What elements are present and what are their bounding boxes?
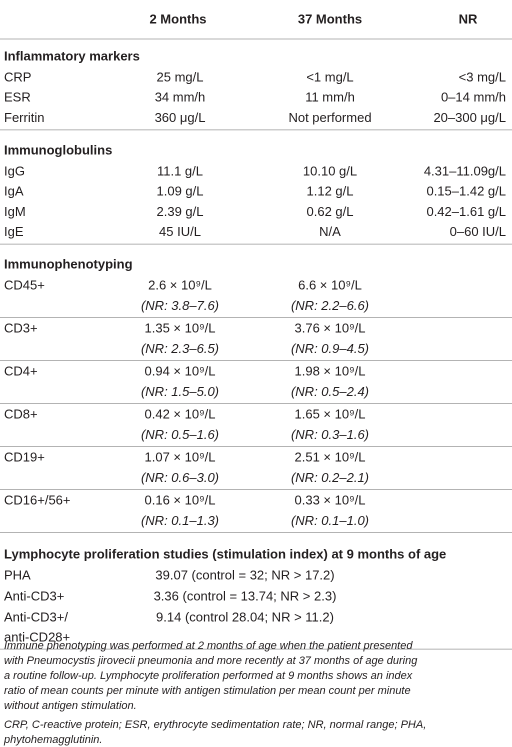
row-label: IgA bbox=[4, 184, 24, 199]
column-header: 37 Months bbox=[298, 11, 362, 26]
note-line: ratio of mean counts per minute with ant… bbox=[4, 685, 411, 697]
note-line: without antigen stimulation. bbox=[4, 700, 137, 712]
row-label: CD19+ bbox=[4, 450, 45, 465]
cell-value: Not performed bbox=[288, 110, 371, 125]
normal-range: (NR: 0.3–1.6) bbox=[291, 427, 369, 442]
section-title: Immunophenotyping bbox=[4, 257, 133, 272]
normal-range: (NR: 0.1–1.0) bbox=[291, 513, 369, 528]
row-label: CD45+ bbox=[4, 278, 45, 293]
abbreviation-line: CRP, C-reactive protein; ESR, erythrocyt… bbox=[4, 719, 426, 731]
note-line: a routine follow-up. Lymphocyte prolifer… bbox=[4, 670, 413, 682]
cell-value: 0.42 × 10⁹/L bbox=[145, 407, 216, 422]
row-label: CRP bbox=[4, 69, 31, 84]
section-title: Inflammatory markers bbox=[4, 48, 140, 63]
result: 9.14 (control 28.04; NR > 11.2) bbox=[156, 610, 334, 625]
row-label: Anti-CD3+/ bbox=[4, 610, 68, 625]
column-header: 2 Months bbox=[149, 11, 206, 26]
row-label: IgE bbox=[4, 224, 24, 239]
cell-value: 6.6 × 10⁹/L bbox=[298, 278, 362, 293]
note-line: Immune phenotyping was performed at 2 mo… bbox=[4, 640, 413, 652]
cell-value: 1.07 × 10⁹/L bbox=[145, 450, 216, 465]
cell-value: 2.39 g/L bbox=[157, 204, 204, 219]
normal-range: (NR: 0.5–2.4) bbox=[291, 384, 369, 399]
result: 3.36 (control = 13.74; NR > 2.3) bbox=[154, 589, 337, 604]
cell-value: 0.15–1.42 g/L bbox=[426, 184, 506, 199]
cell-value: 25 mg/L bbox=[157, 69, 204, 84]
note-line: with Pneumocystis jirovecii pneumonia an… bbox=[4, 655, 418, 667]
cell-value: 1.09 g/L bbox=[157, 184, 204, 199]
cell-value: N/A bbox=[319, 224, 341, 239]
cell-value: 0.42–1.61 g/L bbox=[426, 204, 506, 219]
cell-value: 0.33 × 10⁹/L bbox=[295, 493, 366, 508]
normal-range: (NR: 2.2–6.6) bbox=[291, 298, 369, 313]
cell-value: 10.10 g/L bbox=[303, 163, 357, 178]
cell-value: 0.16 × 10⁹/L bbox=[145, 493, 216, 508]
cell-value: <3 mg/L bbox=[459, 69, 506, 84]
cell-value: 3.76 × 10⁹/L bbox=[295, 321, 366, 336]
row-label: PHA bbox=[4, 568, 31, 583]
row-label: Anti-CD3+ bbox=[4, 589, 64, 604]
normal-range: (NR: 0.2–2.1) bbox=[291, 470, 369, 485]
row-label: CD4+ bbox=[4, 364, 38, 379]
cell-value: 1.65 × 10⁹/L bbox=[295, 407, 366, 422]
abbreviation-line: phytohemagglutinin. bbox=[3, 734, 102, 746]
cell-value: 11.1 g/L bbox=[157, 163, 203, 178]
section-title: Immunoglobulins bbox=[4, 142, 112, 157]
normal-range: (NR: 0.5–1.6) bbox=[141, 427, 219, 442]
cell-value: <1 mg/L bbox=[306, 69, 353, 84]
cell-value: 45 IU/L bbox=[159, 224, 201, 239]
cell-value: 0–14 mm/h bbox=[441, 90, 506, 105]
cell-value: 1.98 × 10⁹/L bbox=[295, 364, 366, 379]
cell-value: 0.62 g/L bbox=[307, 204, 354, 219]
row-label: ESR bbox=[4, 90, 31, 105]
normal-range: (NR: 3.8–7.6) bbox=[141, 298, 219, 313]
cell-value: 0.94 × 10⁹/L bbox=[145, 364, 216, 379]
cell-value: 4.31–11.09g/L bbox=[424, 163, 506, 178]
section-title: Lymphocyte proliferation studies (stimul… bbox=[4, 547, 446, 562]
row-label: IgM bbox=[4, 204, 26, 219]
cell-value: 20–300 μg/L bbox=[433, 110, 506, 125]
normal-range: (NR: 0.1–1.3) bbox=[141, 513, 219, 528]
column-header: NR bbox=[459, 11, 478, 26]
row-label: CD3+ bbox=[4, 321, 38, 336]
normal-range: (NR: 0.9–4.5) bbox=[291, 341, 369, 356]
cell-value: 2.51 × 10⁹/L bbox=[295, 450, 366, 465]
cell-value: 360 μg/L bbox=[155, 110, 206, 125]
normal-range: (NR: 2.3–6.5) bbox=[141, 341, 219, 356]
cell-value: 11 mm/h bbox=[305, 90, 355, 105]
cell-value: 1.12 g/L bbox=[307, 184, 354, 199]
row-label: IgG bbox=[4, 163, 25, 178]
normal-range: (NR: 0.6–3.0) bbox=[141, 470, 219, 485]
result: 39.07 (control = 32; NR > 17.2) bbox=[155, 568, 334, 583]
cell-value: 2.6 × 10⁹/L bbox=[148, 278, 212, 293]
cell-value: 34 mm/h bbox=[155, 90, 206, 105]
row-label: CD8+ bbox=[4, 407, 38, 422]
row-label: CD16+/56+ bbox=[4, 493, 71, 508]
row-label: Ferritin bbox=[4, 110, 44, 125]
row-label: anti-CD28+ bbox=[4, 630, 70, 645]
normal-range: (NR: 1.5–5.0) bbox=[141, 384, 219, 399]
cell-value: 0–60 IU/L bbox=[450, 224, 506, 239]
cell-value: 1.35 × 10⁹/L bbox=[145, 321, 216, 336]
